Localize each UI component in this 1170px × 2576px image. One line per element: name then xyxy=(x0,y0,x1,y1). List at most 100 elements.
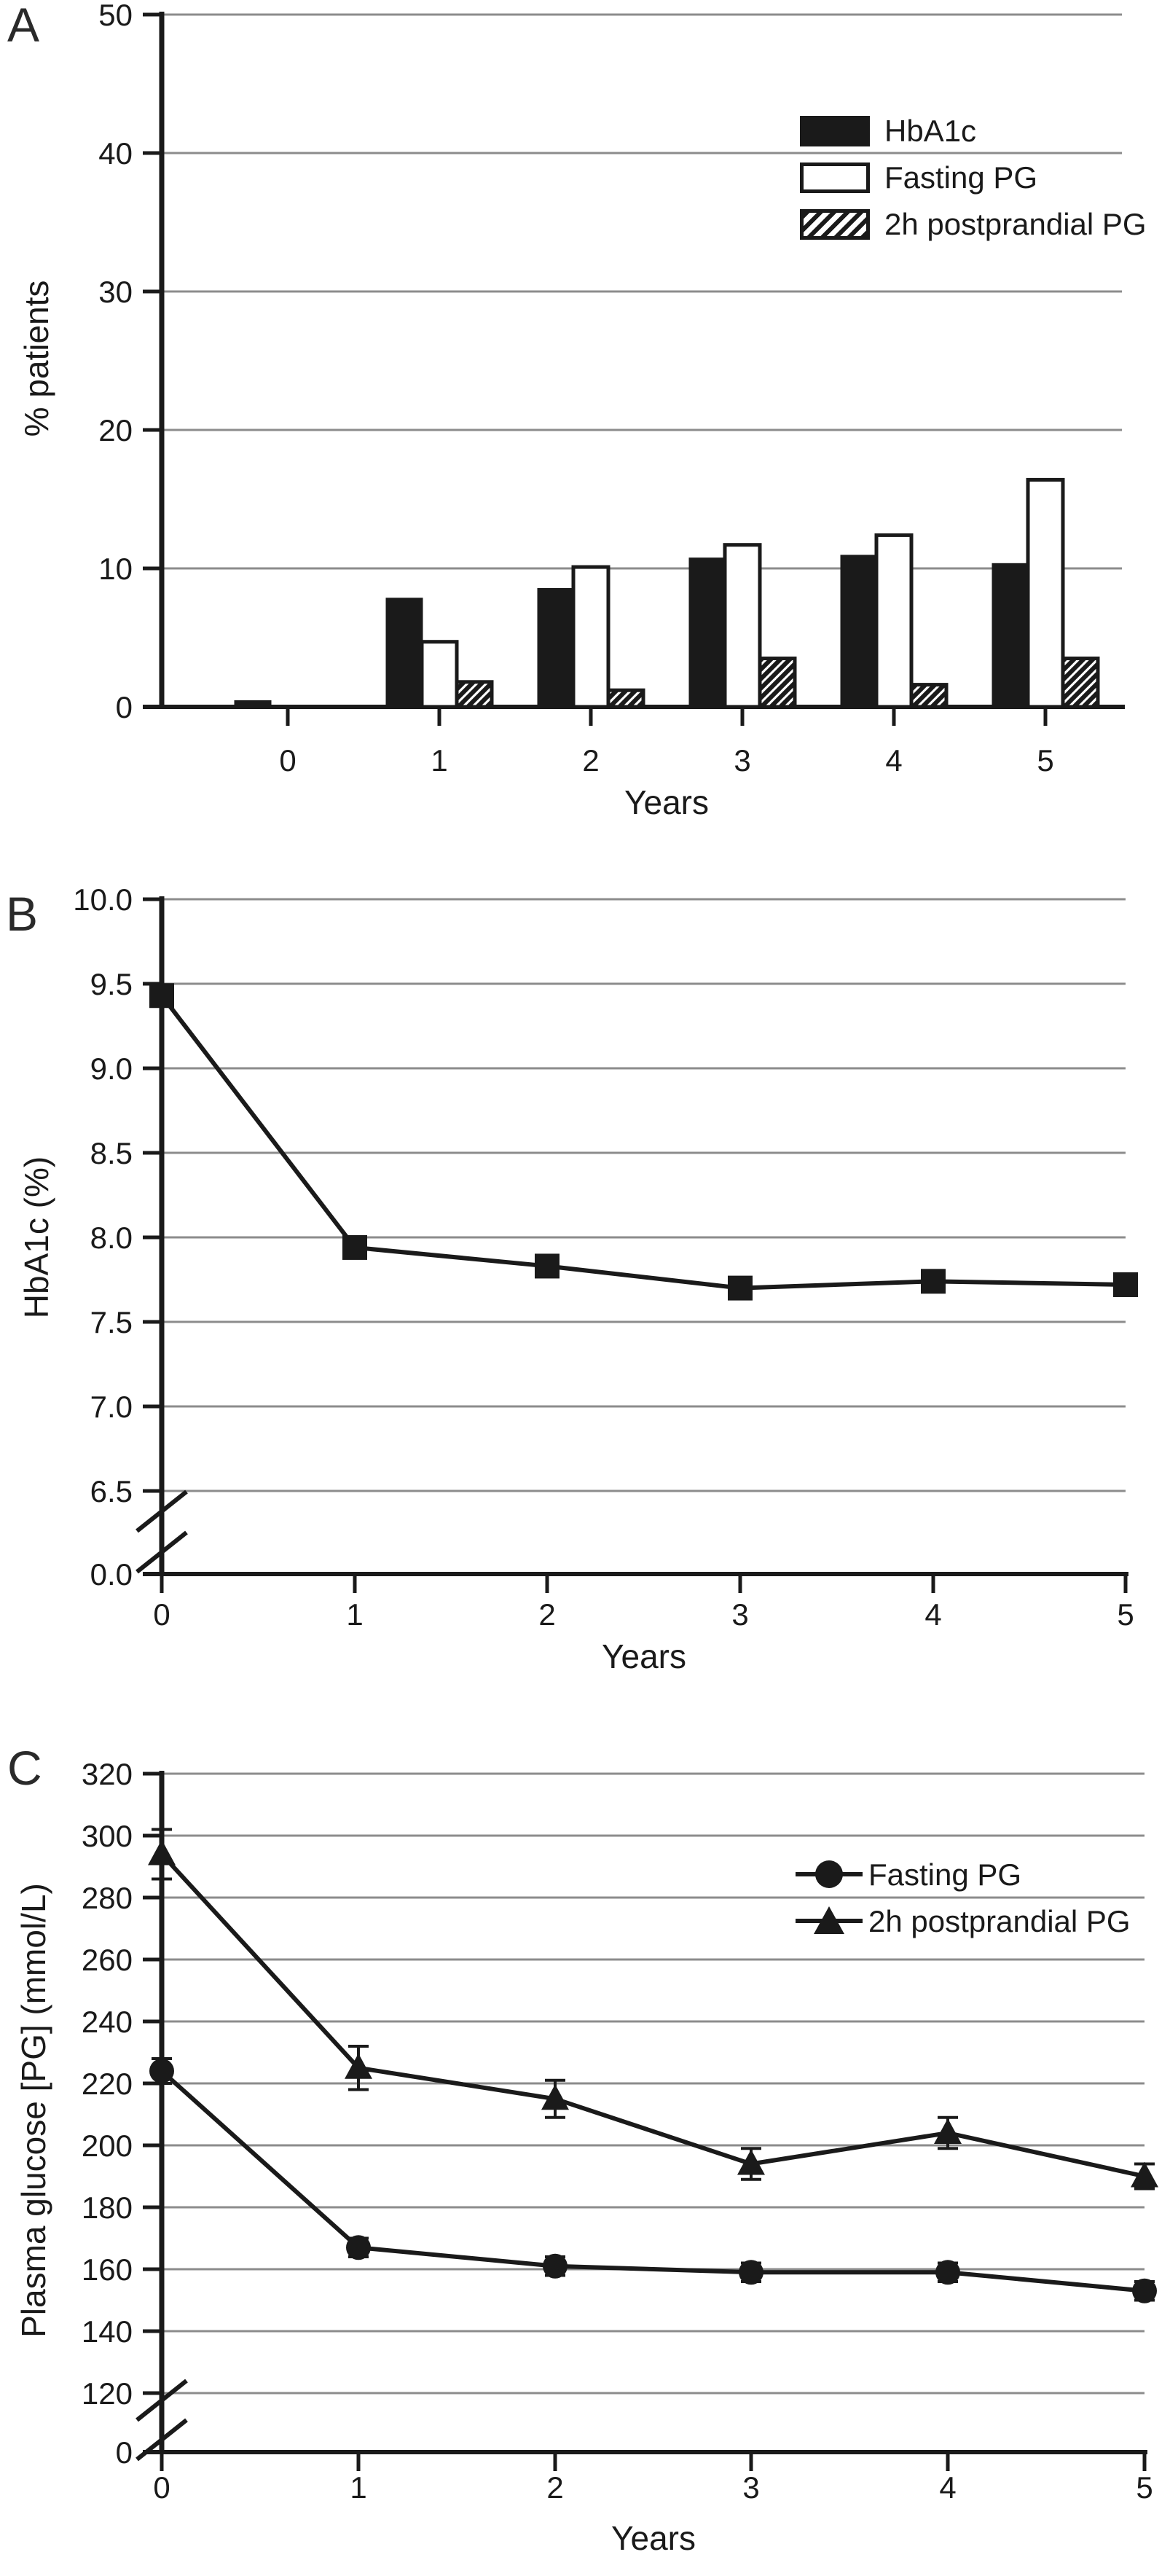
panel-a-y-axis-title: % patients xyxy=(17,280,55,437)
bar-Fasting PG xyxy=(874,533,914,709)
y-tick-label: 180 xyxy=(82,2191,133,2225)
marker-circle xyxy=(1132,2278,1157,2303)
legend-item-fasting-pg: Fasting PG xyxy=(796,1851,1170,1898)
bar-HbA1c xyxy=(385,598,423,708)
y-tick-label: 320 xyxy=(82,1757,133,1791)
x-tick-label: 3 xyxy=(734,743,750,778)
y-tick-label: 0.0 xyxy=(90,1557,133,1592)
panel-b-canvas: 10.0 9.5 9.0 8.5 8.0 7.5 7.0 6.5 0.0 0 1 2 3 4 5 xyxy=(73,882,1138,1632)
marker-square xyxy=(1113,1272,1138,1297)
axis-break-mark xyxy=(136,1489,188,1533)
marker-circle xyxy=(149,2059,174,2083)
x-tick-label: 0 xyxy=(279,743,296,778)
x-tick-label: 5 xyxy=(1037,743,1053,778)
x-tick-label: 2 xyxy=(546,2470,563,2505)
panel-c-x-axis-title: Years xyxy=(611,2519,696,2557)
legend-label: 2h postprandial PG xyxy=(868,1904,1131,1938)
marker-circle xyxy=(346,2235,371,2260)
marker-square xyxy=(921,1269,946,1294)
y-tick-label: 120 xyxy=(82,2376,133,2411)
legend-label: HbA1c xyxy=(884,114,977,148)
y-tick-label: 40 xyxy=(98,136,133,171)
x-tick-label: 4 xyxy=(885,743,902,778)
y-tick-label: 8.0 xyxy=(90,1221,133,1255)
x-tick-label: 5 xyxy=(1117,1597,1134,1632)
y-tick-label: 30 xyxy=(98,275,133,309)
panel-a-letter: A xyxy=(7,0,40,52)
legend-item-fasting-pg: Fasting PG xyxy=(800,160,1147,195)
bar-2h postprandial PG xyxy=(909,683,949,709)
x-tick-label: 5 xyxy=(1136,2470,1153,2505)
marker-triangle xyxy=(1131,2161,1158,2188)
marker-square xyxy=(728,1275,753,1301)
panel-b-y-axis-title: HbA1c (%) xyxy=(17,1156,55,1319)
bar-Fasting PG xyxy=(420,640,459,709)
y-tick-label: 0 xyxy=(116,690,133,724)
circle-marker-icon xyxy=(815,1860,843,1888)
panel-a-legend: HbA1c Fasting PG 2h postprandial PG xyxy=(800,114,1147,254)
x-tick-label: 1 xyxy=(346,1597,363,1632)
marker-triangle xyxy=(737,2149,765,2175)
y-tick-label: 280 xyxy=(82,1881,133,1915)
y-tick-label: 140 xyxy=(82,2314,133,2349)
y-tick-label: 240 xyxy=(82,2005,133,2039)
panel-c-y-axis-title: Plasma glucose [PG] (mmol/L) xyxy=(15,1883,52,2338)
x-tick-label: 3 xyxy=(742,2470,759,2505)
bar-2h postprandial PG xyxy=(606,688,645,709)
y-tick-label: 8.5 xyxy=(90,1136,133,1170)
legend-item-2h-postprandial-pg: 2h postprandial PG xyxy=(796,1898,1170,1944)
marker-circle xyxy=(739,2260,763,2285)
marker-triangle xyxy=(345,2053,372,2079)
panel-b-line-chart: 10.0 9.5 9.0 8.5 8.0 7.5 7.0 6.5 0.0 0 1 2 3 4 5 B HbA… xyxy=(0,823,1170,1698)
y-tick-label: 7.0 xyxy=(90,1390,133,1424)
bar-Fasting PG xyxy=(1026,477,1065,709)
bar-Fasting PG xyxy=(571,565,610,709)
y-tick-label: 0 xyxy=(116,2435,133,2470)
marker-triangle xyxy=(148,1839,176,1866)
y-tick-label: 9.5 xyxy=(90,967,133,1001)
marker-triangle xyxy=(934,2118,962,2144)
triangle-marker-icon xyxy=(814,1906,844,1934)
2h-pg-line-swatch xyxy=(796,1898,863,1944)
legend-label: 2h postprandial PG xyxy=(884,207,1147,241)
legend-label: Fasting PG xyxy=(868,1857,1022,1892)
panel-c-canvas: 320 300 280 260 240 220 200 180 160 140 120 00 1 2 3 4 5 xyxy=(82,1757,1158,2505)
bar-Fasting PG xyxy=(723,543,762,709)
fasting-pg-open-swatch-icon xyxy=(800,163,870,193)
x-tick-label: 1 xyxy=(350,2470,366,2505)
y-tick-label: 260 xyxy=(82,1943,133,1977)
panel-a-x-axis-title: Years xyxy=(624,783,709,821)
x-tick-label: 0 xyxy=(153,1597,170,1632)
y-tick-label: 200 xyxy=(82,2129,133,2163)
y-tick-label: 10 xyxy=(98,552,133,586)
marker-circle xyxy=(935,2260,960,2285)
panel-c-letter: C xyxy=(7,1741,42,1795)
panel-c-line-chart: 320 300 280 260 240 220 200 180 160 140 120 0 0 1 2 3 4 5… xyxy=(0,1698,1170,2576)
axis-break-mark xyxy=(136,1530,188,1574)
series-line-2h postprandial PG xyxy=(160,1852,1145,2179)
series-line-HbA1c xyxy=(160,994,1126,1291)
y-tick-label: 6.5 xyxy=(90,1474,133,1508)
legend-label: Fasting PG xyxy=(884,160,1038,195)
marker-circle xyxy=(543,2253,568,2279)
bar-HbA1c xyxy=(840,555,878,708)
series-line-Fasting PG xyxy=(160,2069,1145,2293)
legend-item-2h-postprandial-pg: 2h postprandial PG xyxy=(800,207,1147,242)
y-tick-label: 160 xyxy=(82,2252,133,2287)
axis-break-mark xyxy=(136,2379,188,2422)
panel-a-bar-chart: 0 10 20 30 40 50 0 1 2 3 4 5 A % patients Years HbA… xyxy=(0,0,1170,823)
bar-2h postprandial PG xyxy=(758,657,797,709)
bar-HbA1c xyxy=(992,563,1029,708)
y-tick-label: 300 xyxy=(82,1819,133,1853)
legend-item-hba1c: HbA1c xyxy=(800,114,1147,149)
x-tick-label: 3 xyxy=(731,1597,748,1632)
marker-square xyxy=(149,983,174,1009)
y-tick-label: 220 xyxy=(82,2067,133,2101)
marker-square xyxy=(535,1253,560,1279)
y-tick-label: 50 xyxy=(98,0,133,32)
x-tick-label: 2 xyxy=(582,743,599,778)
panel-a-canvas: 0 10 20 30 40 50 0 1 2 3 4 5 xyxy=(98,0,1125,778)
hba1c-solid-swatch-icon xyxy=(800,116,870,146)
x-tick-label: 2 xyxy=(538,1597,555,1632)
